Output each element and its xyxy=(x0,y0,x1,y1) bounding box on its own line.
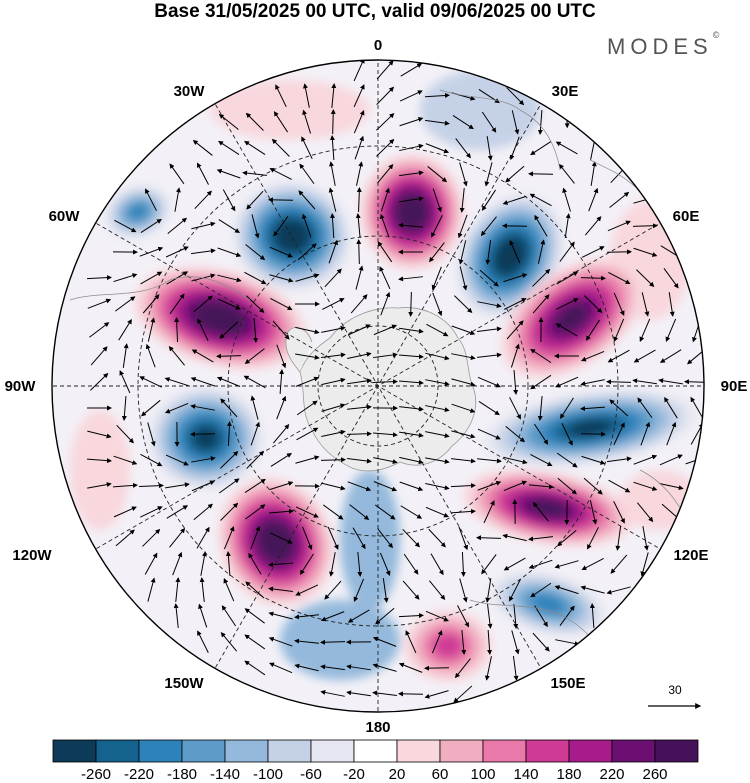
colorbar-tick-label: -180 xyxy=(167,766,197,783)
colorbar-tick-label: -140 xyxy=(210,766,240,783)
lon-label-180: 180 xyxy=(365,719,390,736)
lon-label-30e: 30E xyxy=(552,83,579,100)
reference-vector: 30 xyxy=(648,683,702,709)
anomaly-neg-140e xyxy=(489,571,607,637)
colorbar-swatch xyxy=(568,739,613,763)
colorbar-swatch xyxy=(310,739,355,763)
lon-label-150w: 150W xyxy=(164,675,204,692)
colorbar-swatch xyxy=(525,739,570,763)
anomaly-wash xyxy=(280,600,400,680)
colorbar-tick-label: -260 xyxy=(81,766,111,783)
anomaly-wash xyxy=(210,80,370,140)
anomaly-wash xyxy=(70,410,130,530)
graticule xyxy=(52,60,704,712)
map-title: Base 31/05/2025 00 UTC, valid 09/06/2025… xyxy=(154,1,596,22)
lon-label-120w: 120W xyxy=(12,547,52,564)
colorbar-swatch xyxy=(482,739,527,763)
colorbar-tick-label: 140 xyxy=(513,766,538,783)
lon-label-60e: 60E xyxy=(673,208,700,225)
anomaly-neg-30w xyxy=(232,180,352,292)
lon-label-150e: 150E xyxy=(550,675,585,692)
colorbar-tick-label: 20 xyxy=(389,766,406,783)
antarctic-peninsula xyxy=(285,327,313,373)
colorbar-tick-label: 60 xyxy=(432,766,449,783)
colorbar-tick-label: -220 xyxy=(124,766,154,783)
colorbar-swatch xyxy=(353,739,398,763)
wind-vectors xyxy=(86,60,704,703)
colorbar-tick-label: 260 xyxy=(642,766,667,783)
colorbar-swatch xyxy=(396,739,441,763)
lon-label-30w: 30W xyxy=(174,83,206,100)
anomaly-wash xyxy=(420,70,540,150)
colorbar-swatch xyxy=(654,739,699,763)
anomaly-pos-160e xyxy=(404,610,492,682)
brand-mark: © xyxy=(712,30,720,40)
colorbar-swatch xyxy=(224,739,269,763)
colorbar-swatch xyxy=(611,739,656,763)
colorbar-tick-label: 180 xyxy=(556,766,581,783)
colorbar: -260 -220 -180 -140 -100 -60 -20 20 60 100 140 180 2… xyxy=(52,739,699,783)
brand-logo: MODES© xyxy=(607,30,719,60)
lon-label-120e: 120E xyxy=(673,547,708,564)
anomaly-pos-115e xyxy=(463,469,633,547)
colorbar-swatch xyxy=(138,739,183,763)
colorbar-tick-label: -100 xyxy=(253,766,283,783)
lon-label-0: 0 xyxy=(374,37,382,54)
colorbar-tick-label: -60 xyxy=(300,766,322,783)
anomaly-neg-105w xyxy=(148,386,264,490)
colorbar-swatch xyxy=(267,739,312,763)
colorbar-tick-label: 100 xyxy=(470,766,495,783)
brand-text: MODES xyxy=(607,34,713,59)
reference-vector-label: 30 xyxy=(668,683,682,697)
colorbar-swatch xyxy=(52,739,97,763)
colorbar-swatch xyxy=(181,739,226,763)
anomaly-neg-60w xyxy=(104,184,172,240)
lon-label-90e: 90E xyxy=(721,378,748,395)
colorbar-swatch xyxy=(95,739,140,763)
map-field xyxy=(52,60,704,712)
colorbar-tick-label: 220 xyxy=(599,766,624,783)
anomaly-pos-0 xyxy=(360,154,464,270)
anomaly-wash xyxy=(340,470,400,610)
map-boundary xyxy=(51,59,705,713)
colorbar-tick-label: -20 xyxy=(343,766,365,783)
anomaly-neg-90e xyxy=(482,389,698,467)
lon-label-60w: 60W xyxy=(49,208,81,225)
colorbar-swatch xyxy=(439,739,484,763)
lon-label-90w: 90W xyxy=(5,378,37,395)
